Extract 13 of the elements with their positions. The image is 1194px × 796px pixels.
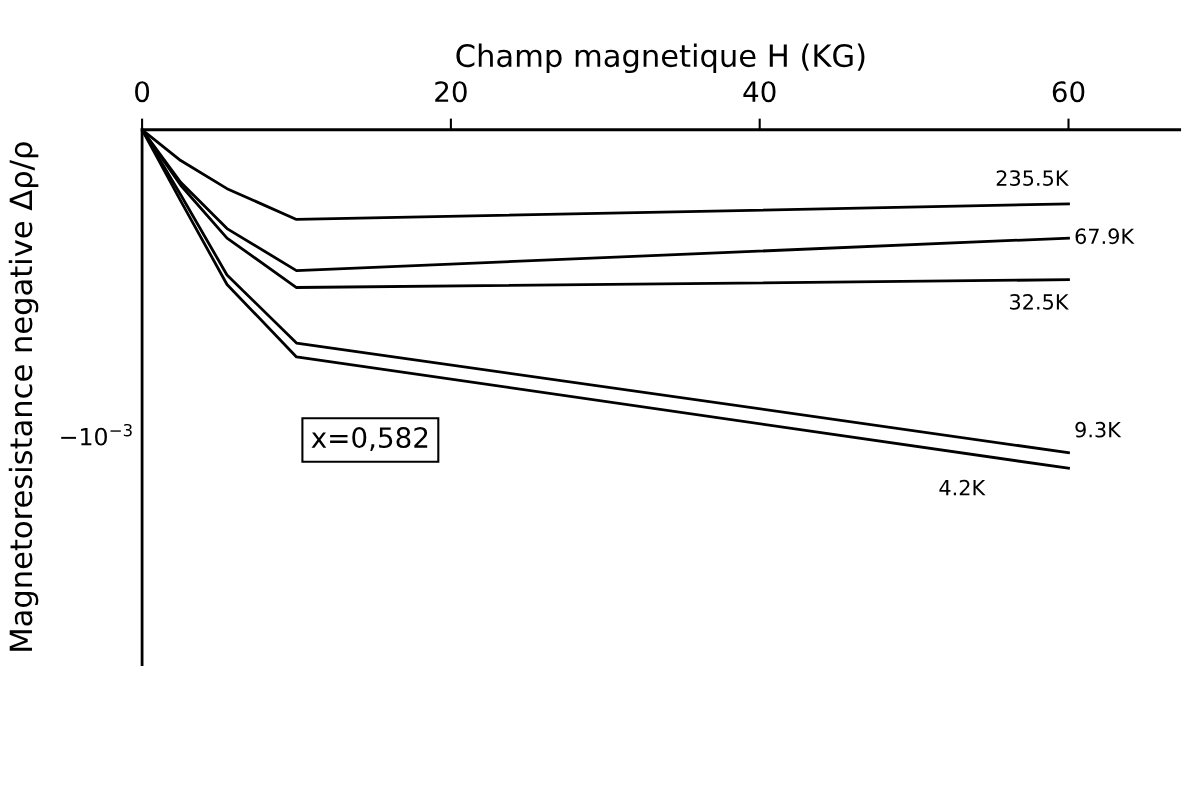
x-tick-label: 60 (1052, 81, 1085, 103)
series-label: 67.9K (1075, 228, 1135, 245)
annotation: x=0,582 (311, 427, 428, 451)
series-label: 4.2K (939, 479, 986, 496)
x-tick-label: 0 (135, 81, 150, 103)
series-label: 9.3K (1075, 421, 1122, 438)
x-axis-title: Champ magnetique H (KG) (456, 43, 865, 74)
y-axis-title: Magnetoresistance negative Δρ/ρ (8, 142, 39, 651)
series-label: 32.5K (1010, 293, 1069, 310)
x-tick-label: 20 (435, 81, 467, 103)
series-label: 235.5K (996, 170, 1069, 186)
text: −10$^{−3}$ (61, 423, 132, 446)
x-tick-label: 40 (743, 81, 776, 103)
